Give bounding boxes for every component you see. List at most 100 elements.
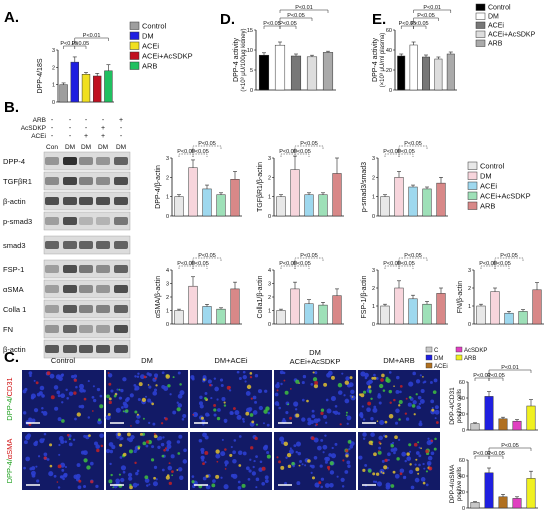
legend-label: ACEi+AcSDKP — [480, 192, 531, 201]
nucleus-dot — [420, 477, 426, 482]
nucleus-dot — [434, 417, 437, 420]
bar — [230, 179, 240, 217]
nucleus-dot — [264, 475, 269, 480]
bar — [394, 177, 404, 217]
nucleus-dot — [116, 388, 119, 391]
nucleus-dot — [322, 444, 328, 450]
nucleus-dot — [95, 444, 100, 449]
bar — [202, 306, 212, 325]
nucleus-dot — [137, 372, 140, 375]
stain-dot — [383, 465, 388, 470]
legend-label: ARB — [488, 41, 503, 48]
nucleus-dot — [59, 475, 64, 479]
stain-dot-red — [250, 446, 254, 450]
nucleus-dot — [412, 400, 417, 405]
bar — [174, 196, 184, 217]
stain-dot — [372, 472, 376, 476]
stain-dot-red — [163, 448, 166, 452]
stain-dot — [172, 376, 175, 379]
nucleus-dot — [80, 404, 85, 409]
legend-swatch — [129, 31, 140, 40]
nucleus-dot — [391, 441, 395, 445]
blot-band — [114, 285, 128, 293]
significance-label: P<0.01 — [473, 373, 491, 379]
legend-swatch — [455, 346, 463, 353]
legend-label: ACEi+AcSDKP — [488, 32, 536, 39]
bar — [81, 74, 91, 103]
nucleus-dot — [179, 475, 184, 481]
significance-label: P<0.05 — [293, 149, 311, 155]
y-axis-label: p-smad3/smad3 — [361, 162, 368, 212]
nucleus-dot — [182, 459, 188, 464]
bar — [422, 188, 432, 217]
nucleus-dot — [397, 438, 401, 441]
y-tick-label: 0 — [250, 88, 253, 94]
nucleus-dot — [425, 483, 429, 487]
stain-dot — [388, 389, 393, 394]
nucleus-dot — [119, 456, 123, 459]
treatment-sign: - — [69, 125, 72, 132]
nucleus-dot — [109, 449, 114, 454]
blot-band — [79, 197, 93, 205]
significance-label: P<0.05 — [177, 261, 195, 267]
nucleus-dot — [264, 389, 268, 393]
y-axis-label: DPP-4/αSMA — [449, 464, 456, 503]
nucleus-dot — [161, 371, 165, 375]
micro-column-label: DM+ARB — [383, 356, 414, 365]
stain-dot — [393, 385, 395, 387]
stain-dot-red — [168, 481, 173, 486]
legend-label: DM — [142, 32, 154, 41]
stain-dot-red — [278, 460, 282, 464]
nucleus-dot — [337, 390, 343, 395]
stain-dot — [280, 465, 285, 470]
blot-strip — [43, 171, 131, 191]
nucleus-dot — [68, 391, 74, 396]
nucleus-dot — [254, 400, 258, 404]
nucleus-dot — [320, 485, 324, 489]
stain-dot-red — [160, 422, 164, 425]
bar — [512, 420, 522, 431]
significance-label: P<0.05 — [404, 253, 422, 259]
stain-dot — [417, 472, 420, 475]
nucleus-dot — [418, 422, 423, 427]
bar — [422, 56, 430, 91]
nucleus-dot — [242, 374, 247, 380]
nucleus-dot — [408, 450, 412, 453]
stain-dot — [108, 479, 113, 484]
y-tick-label: 0 — [52, 100, 55, 106]
micro-column-label-2: ACEi+AcSDKP — [290, 357, 341, 366]
nucleus-dot — [366, 407, 371, 412]
stain-dot — [246, 384, 252, 390]
y-tick-label: 2 — [166, 295, 169, 301]
stain-dot — [122, 410, 125, 413]
blot-label: β-actin — [3, 345, 26, 354]
nucleus-dot — [427, 455, 433, 461]
nucleus-dot — [43, 452, 48, 457]
nucleus-dot — [179, 390, 185, 396]
nucleus-dot — [257, 389, 263, 394]
significance-bracket — [494, 257, 524, 261]
stain-dot-red — [315, 423, 318, 426]
nucleus-dot — [122, 401, 127, 406]
stain-dot — [107, 413, 111, 416]
blot-band — [63, 241, 77, 249]
nucleus-dot — [344, 470, 349, 474]
nucleus-dot — [166, 444, 172, 450]
nucleus-dot — [53, 474, 57, 478]
stain-dot-red — [73, 378, 78, 382]
blot-strip — [43, 211, 131, 231]
stain-dot — [88, 434, 91, 437]
stain-dot-red — [134, 461, 137, 465]
blot-label: DPP-4 — [3, 157, 25, 166]
y-axis-label-2: (×10³ μU/100μg kidney) — [241, 28, 247, 91]
blot-band — [79, 325, 93, 333]
nucleus-dot — [325, 398, 329, 402]
y-axis-label-2: positive cells — [457, 467, 463, 501]
blot-band — [96, 157, 110, 165]
nucleus-dot — [274, 392, 279, 397]
nucleus-dot — [255, 486, 258, 489]
nucleus-dot — [127, 472, 133, 478]
nucleus-dot — [237, 450, 243, 456]
stain-dot-red — [276, 389, 279, 392]
